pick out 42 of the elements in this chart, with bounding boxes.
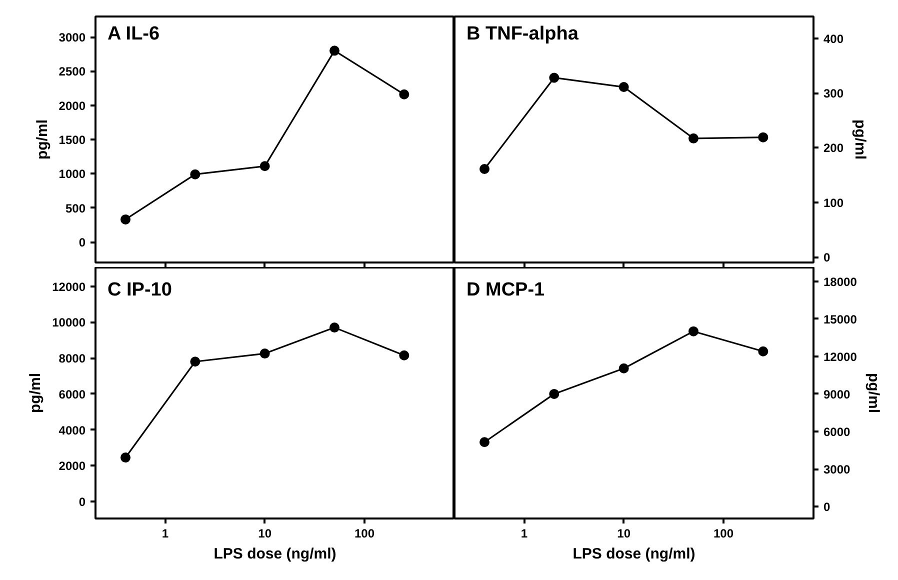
y2-tick-label: 400	[824, 32, 844, 46]
text: D MCP-1	[466, 280, 546, 300]
y2-tick-label: 3000	[824, 462, 851, 477]
y2-tick-label: 18000	[824, 274, 858, 289]
x-tick-label: 10	[617, 526, 631, 540]
y-tick-label: 12000	[52, 280, 86, 294]
y-tick-label: 4000	[58, 423, 86, 438]
x-axis-title: LPS dose (ng/ml)	[214, 546, 336, 562]
y-tick-label: 3000	[58, 30, 86, 44]
y-tick-label: 500	[65, 201, 86, 216]
y2-axis-title: pg/ml	[852, 120, 869, 160]
y-tick-label: 1000	[58, 167, 86, 182]
y-tick-label: 2000	[58, 98, 86, 113]
y2-tick-label: 12000	[824, 350, 858, 364]
y2-tick-label: 15000	[824, 312, 858, 326]
x-tick-label: 100	[713, 526, 734, 540]
y2-tick-label: 0	[824, 250, 830, 265]
y-tick-label: 2000	[58, 459, 86, 474]
y-tick-label: 2500	[58, 64, 86, 79]
y2-tick-label: 9000	[824, 387, 851, 402]
y-tick-label: 8000	[58, 352, 86, 366]
y2-tick-label: 200	[824, 141, 844, 156]
chart-title: A IL-6	[108, 24, 160, 44]
y2-tick-label: 6000	[824, 424, 851, 439]
x-tick-label: 1	[520, 526, 528, 540]
y-tick-label: 6000	[58, 387, 86, 402]
text: C IP-10	[108, 280, 172, 300]
y2-tick-label: 0	[824, 500, 830, 514]
y-tick-label: 0	[78, 494, 86, 509]
y2-tick-label: 100	[824, 196, 844, 210]
y-axis-title: pg/ml	[34, 120, 51, 160]
chart-title: B TNF-alpha	[466, 24, 579, 44]
x-axis-title: LPS dose (ng/ml)	[572, 546, 696, 562]
y2-tick-label: 300	[824, 86, 844, 101]
x-tick-label: 1	[162, 526, 169, 540]
y-tick-label: 10000	[52, 316, 86, 330]
y-tick-label: 1500	[58, 133, 86, 147]
y2-axis-title: pg/ml	[864, 373, 882, 413]
y-axis-title: pg/ml	[27, 373, 44, 413]
x-tick-label: 10	[258, 526, 272, 540]
x-tick-label: 100	[354, 526, 375, 540]
y-tick-label: 0	[78, 236, 86, 250]
